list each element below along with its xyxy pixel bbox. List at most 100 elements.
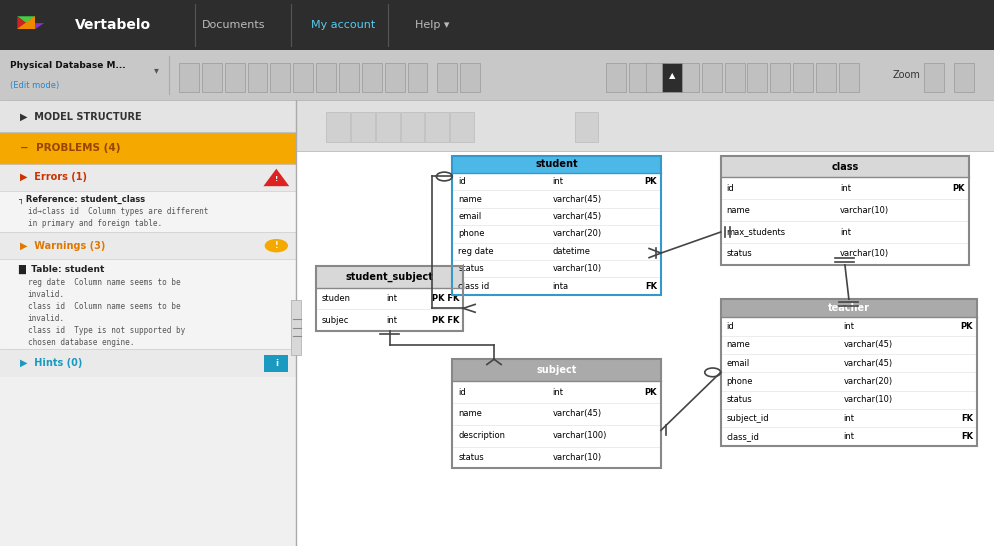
FancyBboxPatch shape bbox=[839, 63, 859, 92]
Polygon shape bbox=[17, 16, 35, 23]
FancyBboxPatch shape bbox=[0, 259, 296, 349]
Text: ▶  Warnings (3): ▶ Warnings (3) bbox=[20, 241, 105, 251]
Text: in primary and foreign table.: in primary and foreign table. bbox=[28, 219, 162, 228]
Text: name: name bbox=[727, 341, 750, 349]
Text: varchar(20): varchar(20) bbox=[844, 377, 893, 386]
FancyBboxPatch shape bbox=[747, 63, 767, 92]
Text: studen: studen bbox=[322, 294, 351, 303]
Text: status: status bbox=[458, 264, 484, 273]
Text: int: int bbox=[387, 316, 398, 325]
Text: !: ! bbox=[274, 176, 278, 181]
Text: int: int bbox=[840, 184, 851, 193]
Text: PK: PK bbox=[952, 184, 965, 193]
Text: My account: My account bbox=[311, 20, 375, 30]
Text: varchar(10): varchar(10) bbox=[840, 206, 889, 215]
FancyBboxPatch shape bbox=[721, 299, 977, 318]
Text: varchar(45): varchar(45) bbox=[844, 359, 893, 367]
Text: varchar(10): varchar(10) bbox=[553, 453, 601, 462]
Text: email: email bbox=[727, 359, 749, 367]
FancyBboxPatch shape bbox=[362, 63, 382, 92]
FancyBboxPatch shape bbox=[721, 177, 969, 265]
Text: Documents: Documents bbox=[202, 20, 265, 30]
Text: id: id bbox=[727, 322, 735, 331]
FancyBboxPatch shape bbox=[326, 112, 350, 142]
FancyBboxPatch shape bbox=[452, 173, 661, 295]
Text: int: int bbox=[844, 322, 855, 331]
Text: Help ▾: Help ▾ bbox=[415, 20, 449, 30]
Text: datetime: datetime bbox=[553, 247, 590, 256]
FancyBboxPatch shape bbox=[725, 63, 745, 92]
FancyBboxPatch shape bbox=[0, 232, 296, 259]
Text: i: i bbox=[274, 359, 278, 367]
Text: class id  Column name seems to be: class id Column name seems to be bbox=[28, 302, 181, 311]
FancyBboxPatch shape bbox=[316, 63, 336, 92]
Text: phone: phone bbox=[727, 377, 753, 386]
Text: subject: subject bbox=[537, 365, 577, 375]
Text: student: student bbox=[536, 159, 578, 169]
Text: PK: PK bbox=[644, 177, 657, 186]
Text: varchar(10): varchar(10) bbox=[840, 250, 889, 258]
Text: PK: PK bbox=[644, 388, 657, 396]
FancyBboxPatch shape bbox=[721, 156, 969, 177]
FancyBboxPatch shape bbox=[816, 63, 836, 92]
FancyBboxPatch shape bbox=[316, 266, 463, 288]
Text: id→class id  Column types are different: id→class id Column types are different bbox=[28, 207, 208, 216]
FancyBboxPatch shape bbox=[679, 63, 699, 92]
Text: Zoom: Zoom bbox=[893, 70, 920, 80]
Text: FK: FK bbox=[961, 414, 973, 423]
FancyBboxPatch shape bbox=[702, 63, 722, 92]
Text: id: id bbox=[727, 184, 735, 193]
FancyBboxPatch shape bbox=[296, 100, 994, 151]
FancyBboxPatch shape bbox=[425, 112, 449, 142]
Text: description: description bbox=[458, 431, 505, 440]
Text: id: id bbox=[458, 388, 466, 396]
Text: ┐ Reference: student_class: ┐ Reference: student_class bbox=[18, 195, 145, 204]
FancyBboxPatch shape bbox=[385, 63, 405, 92]
Text: inta: inta bbox=[553, 282, 569, 290]
FancyBboxPatch shape bbox=[0, 100, 296, 132]
FancyBboxPatch shape bbox=[316, 288, 463, 331]
Text: varchar(45): varchar(45) bbox=[553, 212, 601, 221]
FancyBboxPatch shape bbox=[646, 63, 666, 92]
FancyBboxPatch shape bbox=[248, 63, 267, 92]
Text: Vertabelo: Vertabelo bbox=[75, 18, 151, 32]
FancyBboxPatch shape bbox=[0, 100, 296, 546]
Text: subjec: subjec bbox=[322, 316, 350, 325]
FancyBboxPatch shape bbox=[264, 355, 288, 372]
Text: status: status bbox=[458, 453, 484, 462]
FancyBboxPatch shape bbox=[450, 112, 474, 142]
FancyBboxPatch shape bbox=[452, 156, 661, 173]
FancyBboxPatch shape bbox=[225, 63, 245, 92]
Text: −  PROBLEMS (4): − PROBLEMS (4) bbox=[20, 143, 120, 153]
Text: class id  Type is not supported by: class id Type is not supported by bbox=[28, 326, 185, 335]
Text: varchar(45): varchar(45) bbox=[553, 410, 601, 418]
FancyBboxPatch shape bbox=[629, 63, 649, 92]
FancyBboxPatch shape bbox=[270, 63, 290, 92]
Text: int: int bbox=[553, 388, 564, 396]
FancyBboxPatch shape bbox=[408, 63, 427, 92]
FancyBboxPatch shape bbox=[452, 381, 661, 468]
FancyBboxPatch shape bbox=[0, 164, 296, 191]
Text: class id: class id bbox=[458, 282, 489, 290]
Text: varchar(45): varchar(45) bbox=[553, 194, 601, 204]
FancyBboxPatch shape bbox=[793, 63, 813, 92]
Text: !: ! bbox=[274, 241, 278, 250]
Text: name: name bbox=[458, 410, 482, 418]
Text: invalid.: invalid. bbox=[28, 290, 65, 299]
Text: PK: PK bbox=[960, 322, 973, 331]
Text: reg date  Column name seems to be: reg date Column name seems to be bbox=[28, 278, 181, 287]
FancyBboxPatch shape bbox=[296, 151, 994, 546]
FancyBboxPatch shape bbox=[662, 63, 682, 92]
Text: class: class bbox=[831, 162, 859, 171]
FancyBboxPatch shape bbox=[0, 349, 296, 377]
FancyBboxPatch shape bbox=[0, 50, 994, 100]
Circle shape bbox=[265, 240, 287, 252]
Text: FK: FK bbox=[645, 282, 657, 290]
Text: varchar(10): varchar(10) bbox=[844, 395, 893, 404]
FancyBboxPatch shape bbox=[460, 63, 480, 92]
Text: class_id: class_id bbox=[727, 432, 759, 441]
Text: phone: phone bbox=[458, 229, 485, 239]
Text: ▾: ▾ bbox=[154, 65, 158, 75]
Text: varchar(10): varchar(10) bbox=[553, 264, 601, 273]
Text: Physical Database M...: Physical Database M... bbox=[10, 61, 125, 70]
